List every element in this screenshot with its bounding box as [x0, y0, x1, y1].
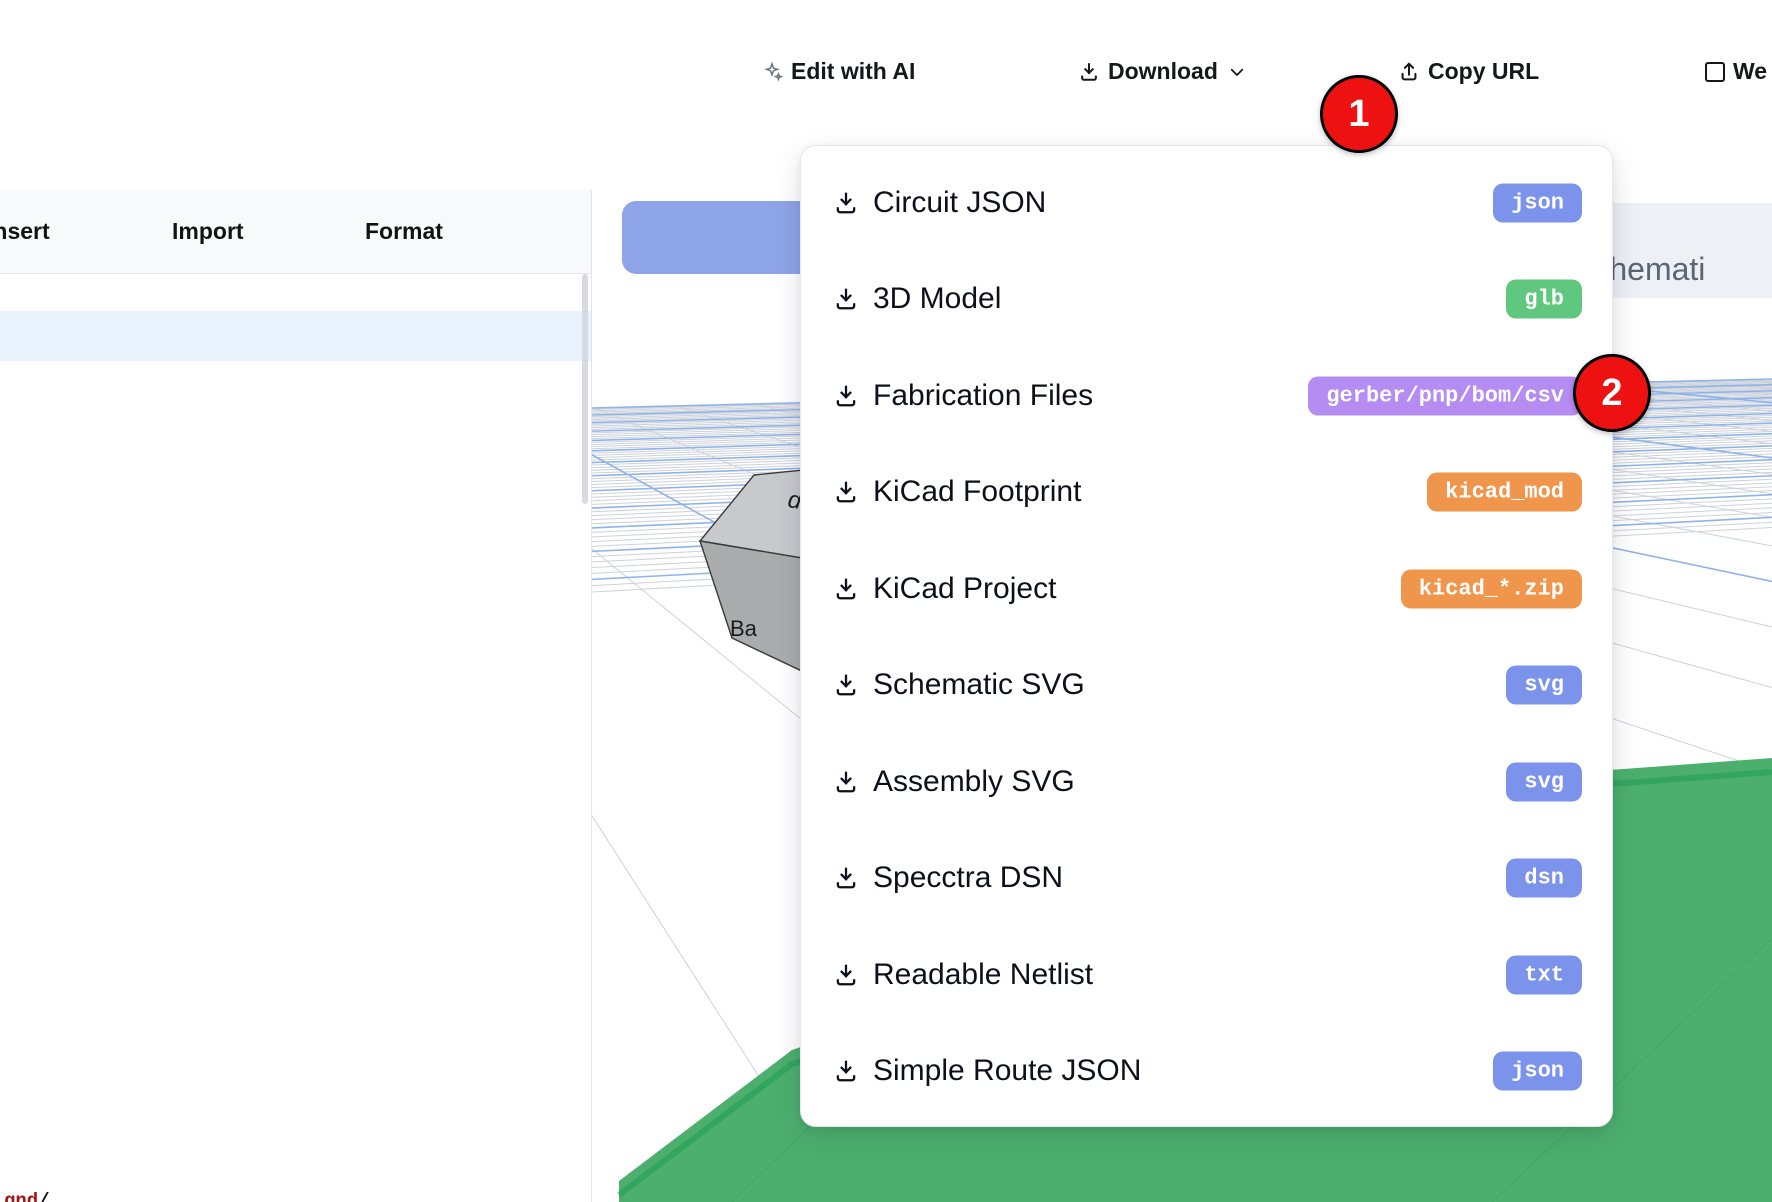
svg-text:Ba: Ba — [730, 616, 758, 641]
